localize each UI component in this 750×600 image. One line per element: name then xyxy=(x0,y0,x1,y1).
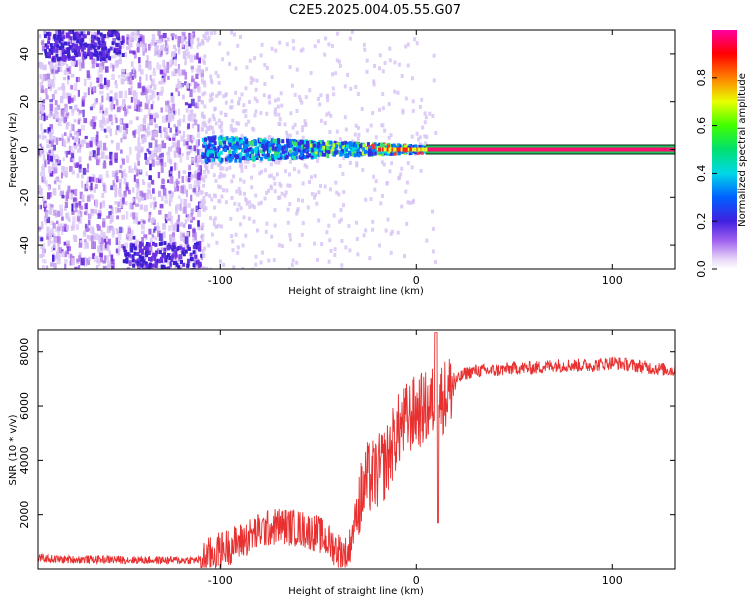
snr-xlabel: Height of straight line (km) xyxy=(288,586,424,597)
colorbar-gradient xyxy=(712,30,737,269)
noise-speckle xyxy=(38,30,204,269)
saturated-line-core xyxy=(426,147,675,152)
snr-ytick-label: 2000 xyxy=(18,501,31,529)
spectrogram-xtick-label: 100 xyxy=(602,274,623,287)
snr-xtick-label: 0 xyxy=(413,574,420,587)
spectrogram-xlabel: Height of straight line (km) xyxy=(288,286,424,297)
colorbar-label: Normalized spectral amplitude xyxy=(737,73,748,227)
signal-band xyxy=(201,135,675,165)
colorbar-tick-label: 0.6 xyxy=(695,117,708,135)
snr-ytick-label: 4000 xyxy=(18,446,31,474)
snr-frame xyxy=(37,329,676,570)
colorbar-tick-label: 0.4 xyxy=(695,165,708,183)
spectrogram-ylabel: Frequency (Hz) xyxy=(8,112,19,188)
spectrogram-xtick-label: -100 xyxy=(208,274,233,287)
spectrogram-ytick-label: -20 xyxy=(18,188,31,206)
snr-xtick-label: 100 xyxy=(602,574,623,587)
colorbar-tick-label: 0.2 xyxy=(695,212,708,230)
snr-panel: -100 0 100 2000 4000 6000 8000 Height of strai… xyxy=(8,329,676,597)
snr-ytick-label: 8000 xyxy=(18,338,31,366)
spectrogram-ytick-label: -40 xyxy=(18,236,31,254)
spectrogram-ytick-label: 20 xyxy=(18,95,31,109)
snr-ylabel: SNR (10 * v/v) xyxy=(8,414,19,485)
colorbar: 0.0 0.2 0.4 0.6 0.8 Normalized spectral ampl… xyxy=(695,30,748,278)
spectrogram-ytick-label: 40 xyxy=(18,47,31,61)
spectrogram-ytick-label: 0 xyxy=(18,146,31,153)
colorbar-tick-label: 0.0 xyxy=(695,260,708,278)
spectrogram-panel: -100 0 100 -40 -20 0 20 40 Height of straight l… xyxy=(8,29,676,297)
spectrogram-xtick-label: 0 xyxy=(413,274,420,287)
snr-ytick-label: 6000 xyxy=(18,392,31,420)
snr-xtick-label: -100 xyxy=(208,574,233,587)
figure-title: C2E5.2025.004.05.55.G07 xyxy=(289,3,461,18)
snr-series-line xyxy=(38,332,675,569)
colorbar-tick-label: 0.8 xyxy=(695,69,708,87)
